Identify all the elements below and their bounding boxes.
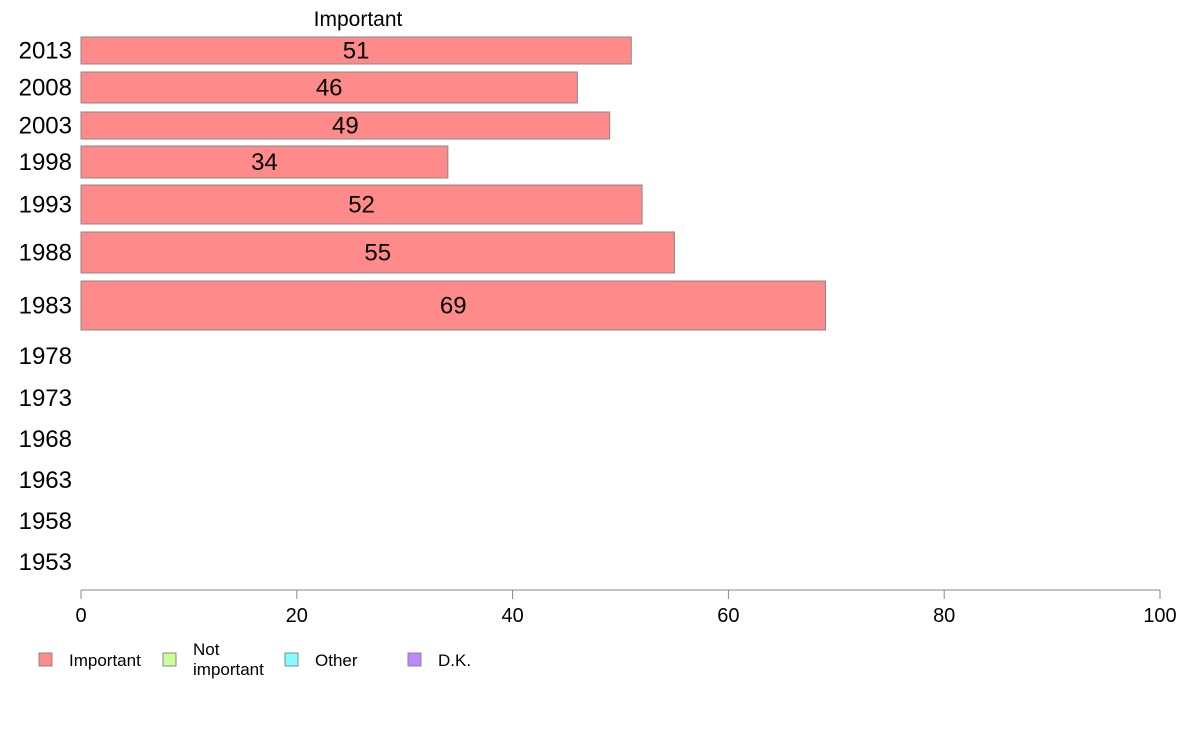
y-tick-label: 1993 (19, 192, 72, 219)
bar-value-label: 34 (251, 149, 278, 176)
x-axis: 0 20 40 60 80 100 (75, 589, 1177, 627)
legend-label: Not important (193, 640, 264, 679)
bar (80, 36, 632, 65)
bar-value-label: 55 (364, 240, 391, 267)
y-tick-label: 1968 (19, 426, 72, 453)
bar-value-label: 69 (440, 293, 467, 320)
x-tick-label: 80 (933, 605, 955, 627)
y-axis-labels: 2013 2008 2003 1998 1993 1988 1983 1978 1973 1968… (19, 38, 72, 577)
y-tick-label: 2003 (19, 113, 72, 140)
y-tick-label: 2008 (19, 75, 72, 102)
bar-value-label: 52 (348, 192, 375, 219)
bar-value-label: 51 (343, 38, 370, 65)
legend-label: Other (315, 651, 358, 670)
chart-title: Important (314, 8, 403, 31)
legend-label: Important (69, 651, 141, 670)
legend-swatch (162, 652, 177, 667)
bar-value-label: 49 (332, 113, 359, 140)
bar (80, 280, 827, 331)
legend: Important Not important Other D.K. (38, 640, 471, 679)
bar (80, 71, 578, 104)
y-tick-label: 1998 (19, 149, 72, 176)
y-tick-label: 1953 (19, 549, 72, 576)
legend-swatch (407, 652, 422, 667)
legend-swatch (284, 652, 299, 667)
bar (80, 111, 611, 140)
y-tick-label: 1978 (19, 343, 72, 370)
bar-value-label: 46 (316, 75, 343, 102)
x-tick-label: 60 (717, 605, 739, 627)
x-tick-label: 20 (286, 605, 308, 627)
legend-label: D.K. (438, 651, 471, 670)
y-tick-label: 1963 (19, 467, 72, 494)
y-tick-label: 1958 (19, 508, 72, 535)
bar (80, 184, 643, 225)
x-tick-label: 100 (1143, 605, 1176, 627)
bar (80, 145, 449, 179)
y-tick-label: 1973 (19, 385, 72, 412)
y-tick-label: 2013 (19, 38, 72, 65)
x-tick-label: 40 (501, 605, 523, 627)
x-tick-label: 0 (75, 605, 86, 627)
bar (80, 231, 675, 274)
y-tick-label: 1988 (19, 240, 72, 267)
legend-swatch (38, 652, 53, 667)
y-tick-label: 1983 (19, 293, 72, 320)
